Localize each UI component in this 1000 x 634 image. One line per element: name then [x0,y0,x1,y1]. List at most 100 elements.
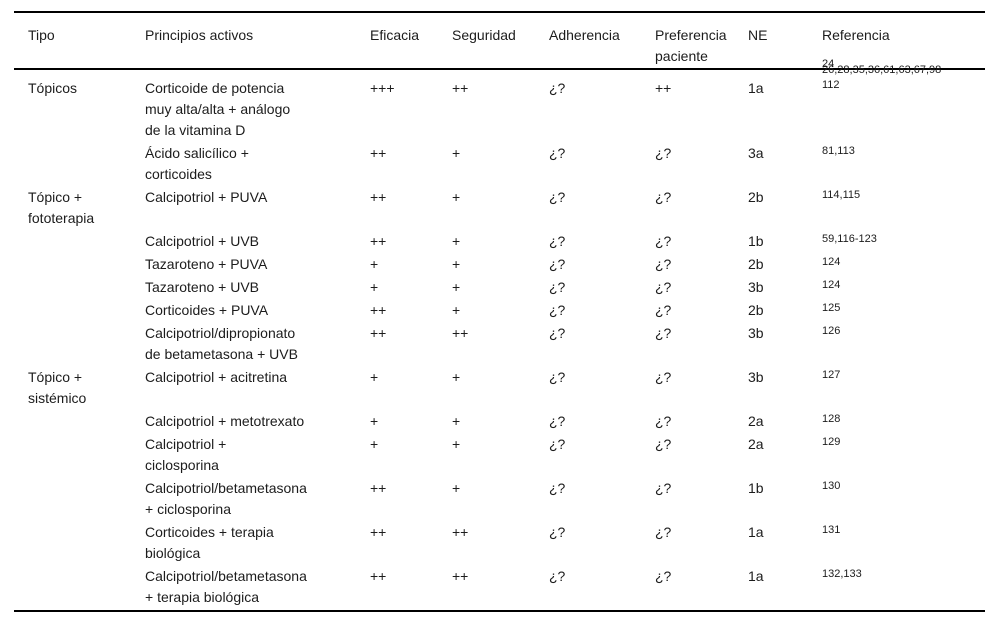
cell-tipo [14,564,145,611]
cell-seguridad: ++ [452,520,549,564]
cell-value: + [452,302,461,318]
cell-ne: 1b [748,476,822,520]
cell-value: ++ [452,325,469,341]
reference-superscript: 127 [822,369,841,381]
cell-tipo: Tópico + sistémico [14,365,145,409]
cell-ne: 1a [748,564,822,611]
cell-principios-activos: Calcipotriol + metotrexato [145,409,370,432]
text-line: Tazaroteno + PUVA [145,256,268,272]
cell-value: ¿? [549,189,566,205]
cell-value: ¿? [549,256,566,272]
cell-principios-activos: Calcipotriol + ciclosporina [145,432,370,476]
column-header-referencia: Referencia [822,27,890,43]
cell-eficacia: ++ [370,229,452,252]
cell-value: ++ [370,302,387,318]
cell-value: 3b [748,279,764,295]
reference-superscript: 124 [822,279,841,291]
cell-preferencia-paciente: ¿? [655,520,748,564]
cell-value: ¿? [549,80,566,96]
cell-ne: 2b [748,252,822,275]
cell-seguridad: + [452,432,549,476]
cell-ne: 3b [748,275,822,298]
reference-line: 24 [822,58,835,70]
cell-value: + [370,279,379,295]
cell-value: 1b [748,233,764,249]
text-line: Tópico + [28,189,83,205]
cell-value: ¿? [655,480,672,496]
text-line: corticoides [145,166,212,182]
cell-value: ¿? [549,279,566,295]
cell-tipo [14,520,145,564]
reference-superscript: 129 [822,436,841,448]
cell-value: ++ [370,568,387,584]
table-header: Tipo Principios activos Eficacia Segurid… [14,12,985,69]
cell-value: 1a [748,568,764,584]
cell-tipo: Tópico + fototerapia [14,185,145,229]
text-line: Calcipotriol/betametasona [145,480,307,496]
cell-value: 3b [748,325,764,341]
cell-referencia: 59,116-123 [822,229,985,252]
column-header-ne: NE [748,27,768,43]
cell-value: 2a [748,413,764,429]
text-line: Corticoides + terapia [145,524,274,540]
reference-line: 26,28,35,36,61,63,67,98 [822,64,942,76]
table-row: Calcipotriol + ciclosporina + + ¿? ¿? 2a 129 [14,432,985,476]
cell-principios-activos: Tazaroteno + UVB [145,275,370,298]
cell-adherencia: ¿? [549,275,655,298]
cell-eficacia: + [370,409,452,432]
cell-value: ¿? [655,189,672,205]
table-row: Tazaroteno + PUVA + + ¿? ¿? 2b 124 [14,252,985,275]
cell-preferencia-paciente: ¿? [655,185,748,229]
table-row: Corticoides + terapia biológica ++ ++ ¿? ¿? 1a… [14,520,985,564]
cell-principios-activos: Calcipotriol + acitretina [145,365,370,409]
text-line: Calcipotriol + acitretina [145,369,288,385]
table-row: Calcipotriol + metotrexato + + ¿? ¿? 2a 128 [14,409,985,432]
text-line: muy alta/alta + análogo [145,101,291,117]
cell-adherencia: ¿? [549,476,655,520]
table-row: Tópico + sistémico Calcipotriol + acitreti… [14,365,985,409]
cell-value: + [452,369,461,385]
cell-adherencia: ¿? [549,432,655,476]
reference-superscript: 132,133 [822,568,862,580]
cell-value: ¿? [549,480,566,496]
cell-principios-activos: Calcipotriol + UVB [145,229,370,252]
cell-adherencia: ¿? [549,252,655,275]
cell-eficacia: ++ [370,520,452,564]
text-line: Ácido salicílico + [145,145,249,161]
cell-value: ¿? [655,279,672,295]
cell-value: 1a [748,80,764,96]
cell-seguridad: + [452,141,549,185]
cell-principios-activos: Tazaroteno + PUVA [145,252,370,275]
cell-principios-activos: Corticoide de potencia muy alta/alta + an… [145,69,370,141]
cell-ne: 3b [748,321,822,365]
cell-referencia: 128 [822,409,985,432]
cell-value: +++ [370,80,395,96]
cell-tipo [14,252,145,275]
cell-principios-activos: Corticoides + PUVA [145,298,370,321]
cell-value: ++ [452,524,469,540]
cell-ne: 1a [748,520,822,564]
cell-value: 3a [748,145,764,161]
cell-ne: 3b [748,365,822,409]
cell-seguridad: + [452,229,549,252]
cell-value: ¿? [655,145,672,161]
cell-adherencia: ¿? [549,298,655,321]
cell-adherencia: ¿? [549,564,655,611]
cell-value: ¿? [549,369,566,385]
cell-value: 2a [748,436,764,452]
cell-ne: 2a [748,432,822,476]
cell-referencia: 124 [822,275,985,298]
cell-value: ¿? [549,524,566,540]
cell-value: ++ [370,189,387,205]
cell-value: ¿? [549,145,566,161]
cell-referencia: 125 [822,298,985,321]
table-row: Calcipotriol + UVB ++ + ¿? ¿? 1b 59,116-123 [14,229,985,252]
cell-seguridad: + [452,365,549,409]
cell-value: + [452,145,461,161]
text-line: Calcipotriol/betametasona [145,568,307,584]
table-row: Calcipotriol/dipropionato de betametasona… [14,321,985,365]
text-line: de betametasona + UVB [145,346,298,362]
cell-seguridad: ++ [452,69,549,141]
cell-preferencia-paciente: ¿? [655,252,748,275]
cell-preferencia-paciente: ¿? [655,321,748,365]
